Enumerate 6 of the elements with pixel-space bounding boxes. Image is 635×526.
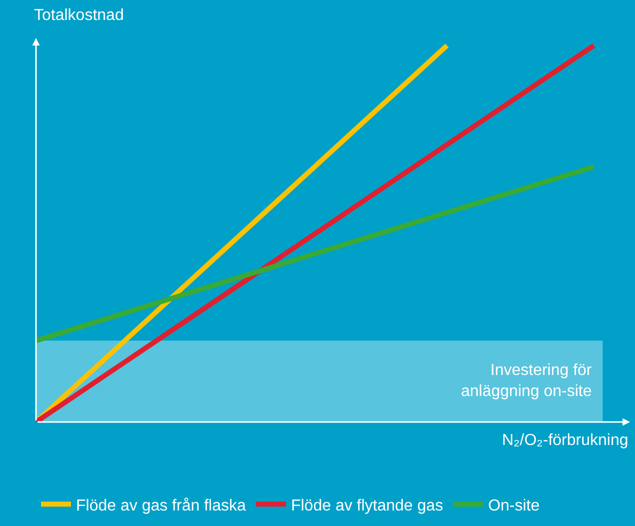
legend-label: On-site	[488, 497, 540, 514]
legend-label: Flöde av gas från flaska	[76, 497, 246, 514]
x-axis-title: N₂/O₂-förbrukning	[502, 432, 628, 449]
legend-label: Flöde av flytande gas	[290, 497, 444, 514]
band-label: Investering för anläggning on-site	[461, 362, 592, 400]
y-axis-title: Totalkostnad	[34, 7, 124, 24]
